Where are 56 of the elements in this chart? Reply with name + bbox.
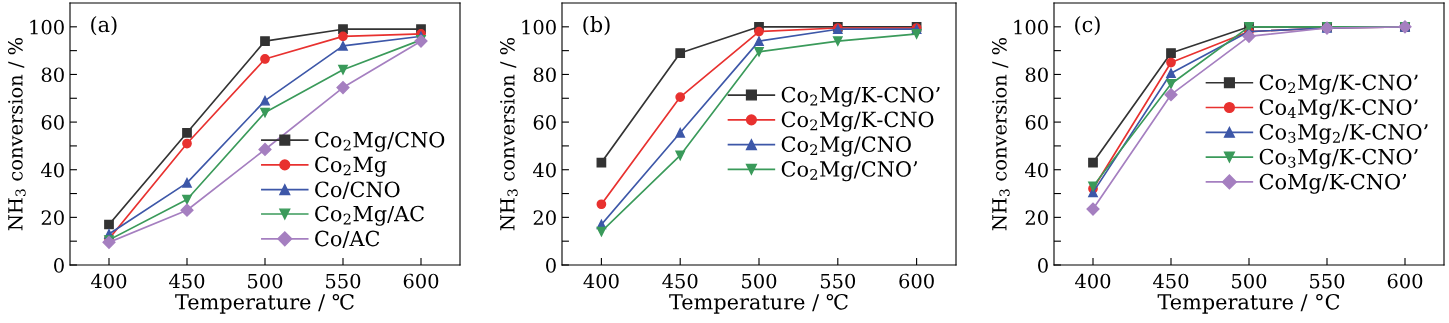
y-tick-label: 80 [1025, 67, 1048, 83]
legend-label: Co$_{2}$Mg/CNO [781, 136, 911, 157]
y-tick-label: 100 [30, 19, 64, 35]
legend-label: Co$_{4}$Mg/K-CNO’ [1259, 99, 1418, 120]
x-tick-label: 400 [583, 273, 619, 289]
y-tick-label: 20 [1025, 210, 1048, 226]
legend-label: Co$_{2}$Mg/CNO [315, 131, 445, 152]
y-tick-label: 40 [1024, 162, 1048, 178]
y-axis-title: NH$_{3}$ conversion / % [992, 37, 1010, 231]
x-tick-label: 600 [403, 273, 439, 289]
legend-label: Co$_{2}$Mg/K-CNO’ [1259, 74, 1418, 95]
legend-label: Co$_{2}$Mg/CNO’ [781, 161, 917, 182]
y-tick-label: 60 [533, 115, 556, 130]
y-tick-label: 60 [41, 115, 64, 130]
y-tick-label: 0 [1038, 257, 1048, 273]
y-tick-label: 20 [533, 210, 556, 226]
legend-label: Co$_{2}$Mg [315, 156, 387, 177]
x-tick-label: 400 [91, 273, 127, 289]
y-tick-label: 80 [533, 67, 556, 83]
y-tick-label: 100 [1014, 19, 1048, 35]
legend-label: CoMg/K-CNO’ [1259, 173, 1407, 194]
legend-label: Co$_{3}$Mg$_{2}$/K-CNO’ [1259, 123, 1428, 145]
x-axis-title: Temperature / ℃ [175, 293, 354, 314]
x-tick-label: 500 [248, 273, 283, 289]
x-tick-label: 500 [1232, 273, 1267, 289]
y-axis-title: NH$_{3}$ conversion / % [8, 37, 26, 231]
x-tick-label: 550 [326, 273, 361, 289]
annotation: (a) [91, 16, 117, 36]
y-tick-label: 40 [532, 162, 556, 178]
x-axis-title: Temperature / °C [1157, 293, 1340, 314]
legend-label: Co$_{2}$Mg/K-CNO [781, 111, 934, 132]
y-tick-label: 20 [41, 210, 64, 226]
x-tick-label: 550 [820, 273, 856, 289]
x-tick-label: 400 [1075, 273, 1111, 289]
x-tick-label: 600 [899, 273, 934, 289]
legend-label: Co$_{2}$Mg/K-CNO’ [781, 86, 940, 107]
x-tick-label: 450 [169, 273, 205, 289]
legend-label: Co$_{2}$Mg/AC [315, 205, 424, 226]
x-tick-label: 500 [742, 273, 777, 289]
y-tick-label: 0 [54, 257, 64, 273]
y-tick-label: 0 [546, 257, 556, 273]
annotation: (b) [583, 16, 610, 36]
legend-label: Co/CNO [315, 181, 400, 199]
legend-label: Co$_{3}$Mg/K-CNO’ [1259, 148, 1418, 169]
y-tick-label: 60 [1025, 115, 1048, 130]
x-tick-label: 550 [1310, 273, 1345, 289]
annotation: (c) [1075, 16, 1100, 36]
x-axis-title: Temperature / ℃ [669, 293, 848, 314]
x-tick-label: 600 [1387, 273, 1423, 289]
y-tick-label: 80 [41, 67, 64, 83]
x-tick-label: 450 [1153, 273, 1189, 289]
y-tick-label: 40 [40, 162, 64, 178]
y-tick-label: 100 [522, 19, 556, 35]
x-tick-label: 450 [662, 273, 698, 289]
legend-label: Co/AC [315, 230, 380, 249]
y-axis-title: NH$_{3}$ conversion / % [500, 37, 518, 231]
